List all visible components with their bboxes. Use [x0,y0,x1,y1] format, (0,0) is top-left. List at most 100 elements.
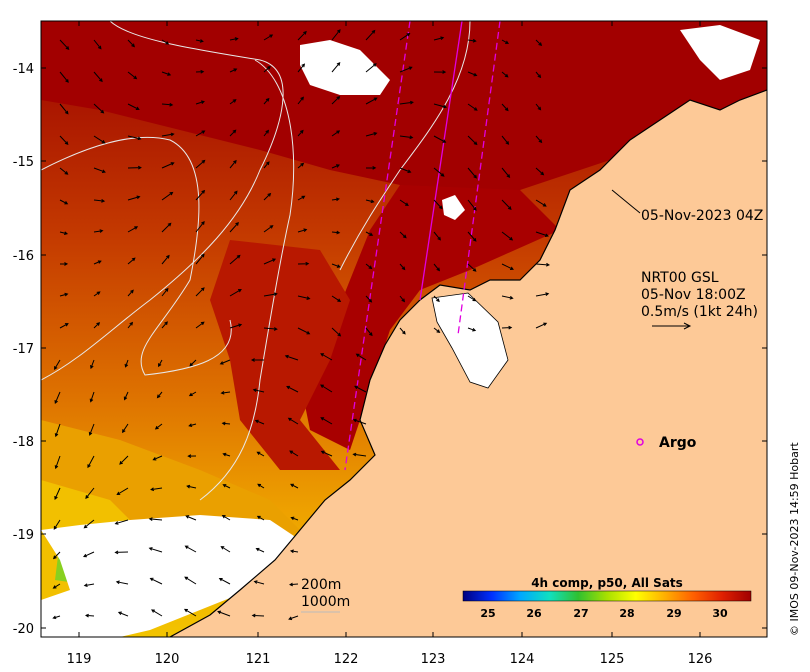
current-arrow [229,222,239,233]
cloud-gap-south [41,515,300,637]
current-arrow [122,423,129,434]
current-arrow [127,257,136,265]
current-arrow [59,231,69,235]
warm-water-north [41,21,767,195]
current-arrow [331,295,342,302]
cloud-gap-small [442,195,465,220]
current-arrow [535,322,548,329]
current-arrow [127,226,139,233]
current-arrow [127,289,134,297]
current-arrow [127,135,142,141]
current-arrow [433,327,441,333]
current-arrow [467,167,478,179]
current-arrow [221,514,231,521]
current-scale-label: 0.5m/s (1kt 24h) [641,304,758,320]
current-arrow [161,132,175,137]
current-arrow [54,487,61,500]
x-tick-label: 121 [246,652,271,667]
current-arrow [297,228,308,233]
current-arrow [123,391,129,401]
colorbar-tick: 27 [573,607,588,620]
current-arrow [297,63,306,73]
current-arrow [59,39,70,50]
current-arrow [252,388,265,393]
current-arrow [365,263,373,270]
x-tick-label: 124 [510,652,535,667]
current-arrow [354,385,367,393]
cloud-gap-east [680,25,760,80]
current-arrow [263,129,270,137]
current-arrow [217,610,231,617]
current-arrow [399,231,407,239]
current-arrow [219,359,231,365]
current-arrow [93,322,101,329]
current-arrow [54,391,61,405]
current-arrow [263,34,274,41]
current-arrow [93,291,101,297]
current-arrow [399,327,406,335]
current-arrow [229,129,237,137]
current-arrow [161,39,170,45]
current-arrow [85,613,95,618]
current-arrow [535,167,545,176]
current-arrow [127,195,141,201]
current-arrow [467,199,477,211]
current-arrow [114,519,129,525]
current-arrow [83,551,95,558]
current-arrow [433,70,447,74]
current-arrow [150,487,163,492]
current-arrow [188,423,197,428]
current-arrow [229,323,243,329]
current-arrow [127,71,138,80]
x-tick-label: 123 [421,652,446,667]
x-tick-label: 119 [67,652,92,667]
y-tick-label: -15 [13,155,34,170]
current-arrow [87,455,95,469]
current-arrow [59,103,69,115]
current-arrow [93,198,106,203]
current-arrow [195,189,206,201]
current-arrow [85,487,95,499]
current-arrow [93,39,102,50]
current-arrow [287,417,299,425]
current-arrow [433,167,445,177]
current-arrow [161,102,174,107]
current-arrow [320,417,333,425]
current-arrow [467,263,477,272]
current-arrow [263,258,277,265]
current-arrow [83,583,95,588]
current-arrow [89,391,95,403]
current-arrow [127,103,140,111]
current-arrow [189,359,197,367]
colorbar-tick: 30 [712,607,728,620]
current-arrow [467,38,477,43]
current-arrow [161,254,170,265]
current-arrow [229,159,237,169]
current-time-label: 05-Nov 18:00Z [641,287,746,303]
current-arrow [93,71,103,83]
current-arrow [229,289,242,297]
current-arrow [297,96,304,105]
current-arrow [53,519,61,530]
current-arrow [365,97,378,105]
current-arrow [220,390,231,395]
y-ticks [41,67,767,629]
current-arrow [535,292,550,297]
current-model-label: NRT00 GSL [641,270,719,286]
current-arrow [289,582,299,587]
current-arrow [365,295,373,303]
current-arrow [93,135,106,144]
colorbar-tick: 28 [619,607,634,620]
current-arrow [501,231,514,241]
current-arrow [251,613,265,618]
current-arrow [229,99,237,105]
current-arrow [154,423,163,430]
current-arrow [52,615,61,620]
current-arrow [501,39,510,44]
current-arrow [399,263,406,271]
bathymetry-contours [41,21,471,501]
y-tick-label: -20 [13,622,34,637]
current-arrow [286,385,299,393]
warm-water-coastal [300,185,560,450]
current-arrow [352,452,367,457]
